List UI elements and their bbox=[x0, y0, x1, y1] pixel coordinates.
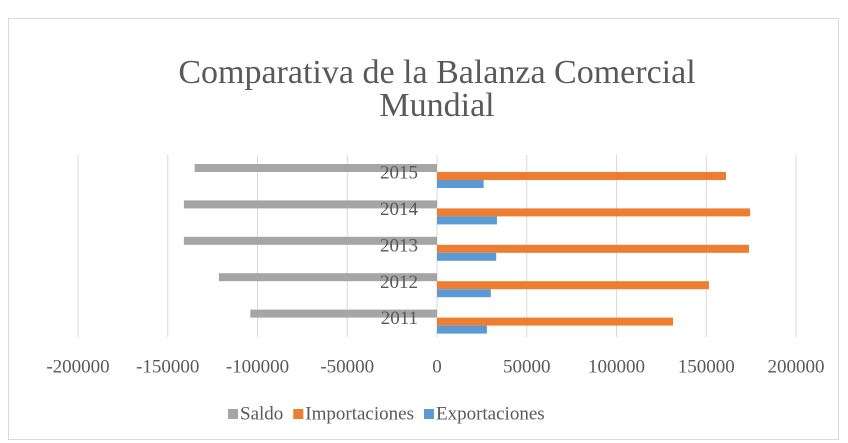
legend-label: Saldo bbox=[240, 403, 283, 424]
bar bbox=[437, 317, 674, 326]
bar bbox=[250, 309, 437, 318]
bar bbox=[183, 200, 437, 209]
x-tick-label: 0 bbox=[432, 356, 442, 377]
chart-border bbox=[8, 18, 839, 440]
x-tick-label: 100000 bbox=[588, 356, 645, 377]
bar bbox=[437, 281, 709, 290]
bar bbox=[437, 244, 749, 253]
legend-swatch bbox=[293, 409, 304, 419]
x-tick-label: -150000 bbox=[136, 356, 199, 377]
bar bbox=[437, 216, 497, 225]
bar bbox=[437, 180, 484, 188]
y-tick-label: 2012 bbox=[380, 272, 418, 293]
bar bbox=[437, 252, 497, 261]
x-tick-label: 50000 bbox=[503, 356, 551, 377]
x-tick-label: 200000 bbox=[768, 356, 825, 377]
chart-title: Comparativa de la Balanza Comercial Mundi… bbox=[178, 54, 695, 124]
bar bbox=[437, 172, 726, 180]
bar bbox=[437, 325, 487, 334]
x-tick-label: -200000 bbox=[46, 356, 109, 377]
bar bbox=[194, 164, 437, 172]
y-tick-label: 2014 bbox=[380, 199, 419, 220]
bar bbox=[183, 236, 437, 245]
y-tick-label: 2011 bbox=[381, 308, 418, 329]
bar bbox=[437, 289, 491, 298]
y-tick-label: 2013 bbox=[380, 235, 418, 256]
bar bbox=[218, 273, 437, 282]
legend-swatch bbox=[228, 409, 238, 419]
bar bbox=[437, 208, 751, 217]
x-tick-label: 150000 bbox=[678, 356, 735, 377]
x-tick-label: -100000 bbox=[226, 356, 289, 377]
legend-swatch bbox=[423, 409, 434, 419]
x-tick-label: -50000 bbox=[320, 356, 374, 377]
y-tick-label: 2015 bbox=[380, 163, 418, 184]
legend-label: Exportaciones bbox=[436, 403, 545, 424]
legend-label: Importaciones bbox=[305, 403, 414, 424]
